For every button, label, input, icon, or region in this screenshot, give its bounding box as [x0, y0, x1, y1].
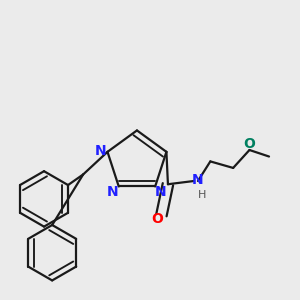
- Text: N: N: [191, 173, 203, 187]
- Text: H: H: [198, 190, 206, 200]
- Text: O: O: [244, 137, 255, 151]
- Text: O: O: [152, 212, 164, 226]
- Text: N: N: [107, 185, 119, 199]
- Text: N: N: [155, 185, 167, 199]
- Text: N: N: [94, 144, 106, 158]
